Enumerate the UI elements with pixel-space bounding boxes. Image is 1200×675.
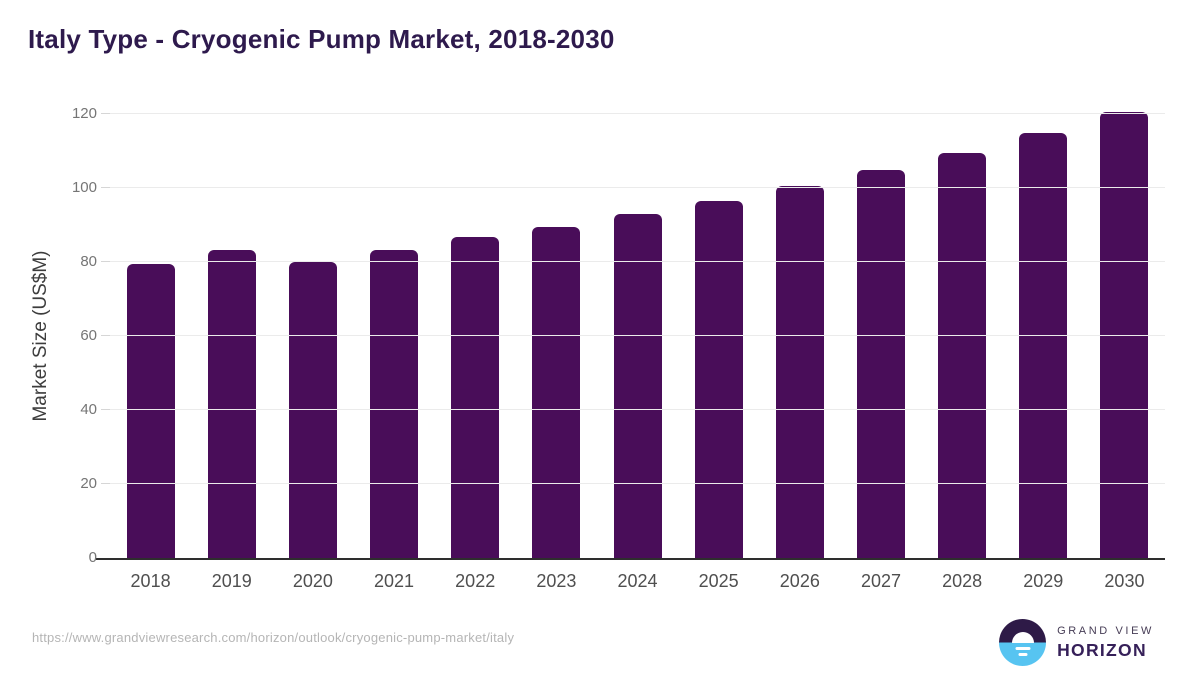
x-slot: 2021 xyxy=(353,571,434,592)
x-slot: 2027 xyxy=(840,571,921,592)
gridline xyxy=(110,335,1165,336)
bar-2024[interactable] xyxy=(613,213,662,558)
gridline xyxy=(110,187,1165,188)
chart-title: Italy Type - Cryogenic Pump Market, 2018… xyxy=(28,24,615,54)
sun-dome-icon xyxy=(1011,631,1034,643)
gridline xyxy=(110,483,1165,484)
y-tick-mark xyxy=(101,187,110,188)
bar-2029[interactable] xyxy=(1019,133,1068,558)
x-tick-label: 2018 xyxy=(130,571,171,591)
x-tick-label: 2029 xyxy=(1023,571,1064,591)
x-tick-label: 2024 xyxy=(617,571,658,591)
bar-slot xyxy=(110,263,191,558)
bar-slot xyxy=(353,250,434,558)
y-tick-mark xyxy=(101,113,110,114)
bar-slot xyxy=(759,186,840,558)
y-tick-mark xyxy=(101,483,110,484)
y-tick-label: 100 xyxy=(71,179,97,196)
x-axis-line xyxy=(96,558,1165,560)
x-slot: 2028 xyxy=(922,571,1003,592)
x-tick-label: 2028 xyxy=(942,571,983,591)
bar-2025[interactable] xyxy=(694,200,743,558)
y-tick-label: 40 xyxy=(80,401,97,418)
y-tick-mark xyxy=(101,261,110,262)
bar-2028[interactable] xyxy=(938,152,987,558)
bars-container xyxy=(110,112,1165,558)
y-tick-label: 80 xyxy=(80,253,97,270)
x-tick-label: 2021 xyxy=(374,571,415,591)
x-tick-label: 2025 xyxy=(698,571,739,591)
x-slot: 2018 xyxy=(110,571,191,592)
bar-slot xyxy=(191,249,272,558)
gridline xyxy=(110,409,1165,410)
x-axis-labels: 2018 2019 2020 2021 2022 2023 2024 2025 2026 2027… xyxy=(110,571,1165,592)
bar-slot xyxy=(597,213,678,558)
y-axis-title: Market Size (US$M) xyxy=(30,250,51,422)
x-slot: 2020 xyxy=(272,571,353,592)
y-tick-label: 20 xyxy=(80,475,97,492)
x-tick-label: 2022 xyxy=(455,571,496,591)
x-tick-label: 2030 xyxy=(1104,571,1145,591)
x-slot: 2023 xyxy=(516,571,597,592)
y-tick-mark xyxy=(101,409,110,410)
bar-2026[interactable] xyxy=(775,186,824,558)
bar-slot xyxy=(1003,133,1084,558)
x-slot: 2026 xyxy=(759,571,840,592)
y-tick-label: 120 xyxy=(71,105,97,122)
bar-2021[interactable] xyxy=(370,250,419,558)
source-url: https://www.grandviewresearch.com/horizo… xyxy=(32,630,515,645)
gridline xyxy=(110,113,1165,114)
brand-name-grand-view: GRAND VIEW xyxy=(1057,624,1154,637)
x-slot: 2024 xyxy=(597,571,678,592)
bar-2020[interactable] xyxy=(288,262,337,558)
gridline xyxy=(110,261,1165,262)
y-tick-label: 60 xyxy=(80,327,97,344)
bar-2019[interactable] xyxy=(207,249,256,558)
logo-text: GRAND VIEW HORIZON xyxy=(1057,625,1154,661)
bar-2023[interactable] xyxy=(532,227,581,558)
horizon-logo-icon xyxy=(999,619,1047,666)
x-tick-label: 2019 xyxy=(211,571,252,591)
bar-slot xyxy=(516,227,597,558)
x-slot: 2029 xyxy=(1003,571,1084,592)
water-line-icon xyxy=(1018,652,1028,656)
x-tick-label: 2020 xyxy=(292,571,333,591)
bar-slot xyxy=(678,200,759,558)
x-slot: 2019 xyxy=(191,571,272,592)
bar-slot xyxy=(840,169,921,558)
bar-2018[interactable] xyxy=(126,263,175,558)
bar-slot xyxy=(435,236,516,558)
grand-view-horizon-logo: GRAND VIEW HORIZON xyxy=(999,619,1154,666)
x-tick-label: 2027 xyxy=(860,571,901,591)
x-tick-label: 2023 xyxy=(536,571,577,591)
bar-2022[interactable] xyxy=(451,236,500,558)
bar-2027[interactable] xyxy=(856,169,905,558)
x-tick-label: 2026 xyxy=(779,571,820,591)
y-tick-label: 0 xyxy=(88,549,97,566)
plot-area: 2018 2019 2020 2021 2022 2023 2024 2025 2026 2027… xyxy=(72,105,1165,591)
brand-name-horizon: HORIZON xyxy=(1057,639,1147,660)
bar-slot xyxy=(922,152,1003,558)
x-slot: 2030 xyxy=(1084,571,1165,592)
x-slot: 2022 xyxy=(435,571,516,592)
y-tick-mark xyxy=(101,335,110,336)
bar-slot xyxy=(272,262,353,558)
x-slot: 2025 xyxy=(678,571,759,592)
water-line-icon xyxy=(1015,646,1031,650)
